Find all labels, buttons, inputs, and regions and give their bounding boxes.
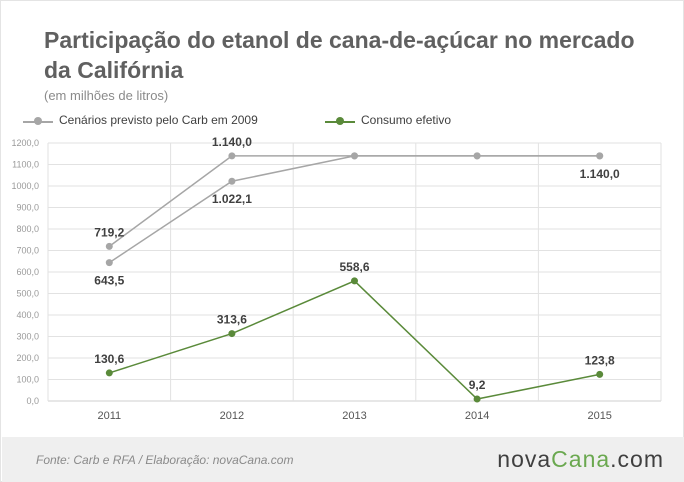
legend-label-carb: Cenários previsto pelo Carb em 2009	[59, 113, 258, 127]
data-point	[228, 177, 236, 185]
data-point	[105, 369, 113, 377]
data-label: 719,2	[94, 225, 124, 239]
y-tick-label: 300,0	[16, 332, 39, 342]
x-tick-label: 2012	[220, 410, 244, 422]
data-point	[105, 259, 113, 267]
brand-logo[interactable]: novaCana.com	[497, 446, 664, 473]
y-tick-label: 1000,0	[11, 181, 39, 191]
series-line-2	[109, 280, 600, 400]
chart-title: Participação do etanol de cana-de-açúcar…	[44, 27, 635, 83]
series-line-0	[108, 155, 600, 247]
data-point	[596, 370, 604, 378]
source-note: Fonte: Carb e RFA / Elaboração: novaCana…	[36, 453, 294, 467]
chart-subtitle: (em milhões de litros)	[44, 88, 169, 103]
x-tick-label: 2013	[342, 410, 366, 422]
y-tick-label: 1200,0	[11, 138, 39, 148]
x-tick-label: 2014	[465, 410, 489, 422]
data-label: 1.140,0	[212, 135, 252, 149]
brand-logo-nova: nova	[497, 446, 552, 472]
brand-logo-cana: Cana	[551, 446, 611, 472]
data-label: 1.140,0	[580, 167, 620, 181]
data-label: 130,6	[94, 352, 124, 366]
y-tick-label: 500,0	[16, 289, 39, 299]
y-tick-label: 600,0	[16, 267, 39, 277]
y-tick-label: 400,0	[16, 310, 39, 320]
series-line-1	[108, 155, 600, 264]
y-tick-label: 700,0	[16, 246, 39, 256]
legend-marker-consumo	[336, 117, 344, 125]
footer: Fonte: Carb e RFA / Elaboração: novaCana…	[2, 437, 684, 482]
legend-marker-carb	[34, 117, 42, 125]
data-point	[228, 330, 236, 338]
line-chart: 0,0 100,0 200,0 300,0 400,0 500,0 600,0 700,0 80…	[11, 135, 662, 422]
data-point	[351, 277, 358, 285]
data-point	[228, 152, 236, 160]
data-label: 558,6	[339, 260, 369, 274]
data-point	[473, 152, 481, 160]
x-tick-label: 2015	[587, 410, 611, 422]
data-point	[105, 242, 113, 250]
data-point	[596, 152, 604, 160]
data-label: 1.022,1	[212, 192, 252, 206]
y-tick-label: 800,0	[16, 224, 39, 234]
data-label: 9,2	[469, 378, 486, 392]
y-tick-label: 1100,0	[12, 160, 39, 170]
y-tick-label: 0,0	[26, 396, 39, 406]
y-tick-label: 100,0	[16, 375, 39, 385]
data-point	[473, 395, 481, 403]
data-label: 643,5	[94, 274, 124, 288]
data-label: 123,8	[585, 353, 615, 367]
legend-label-consumo: Consumo efetivo	[361, 113, 452, 127]
data-point	[351, 152, 358, 160]
brand-logo-com: .com	[610, 446, 664, 472]
data-label: 313,6	[217, 313, 247, 327]
x-tick-label: 2011	[97, 410, 121, 422]
y-tick-label: 200,0	[16, 353, 39, 363]
y-tick-label: 900,0	[16, 203, 39, 213]
